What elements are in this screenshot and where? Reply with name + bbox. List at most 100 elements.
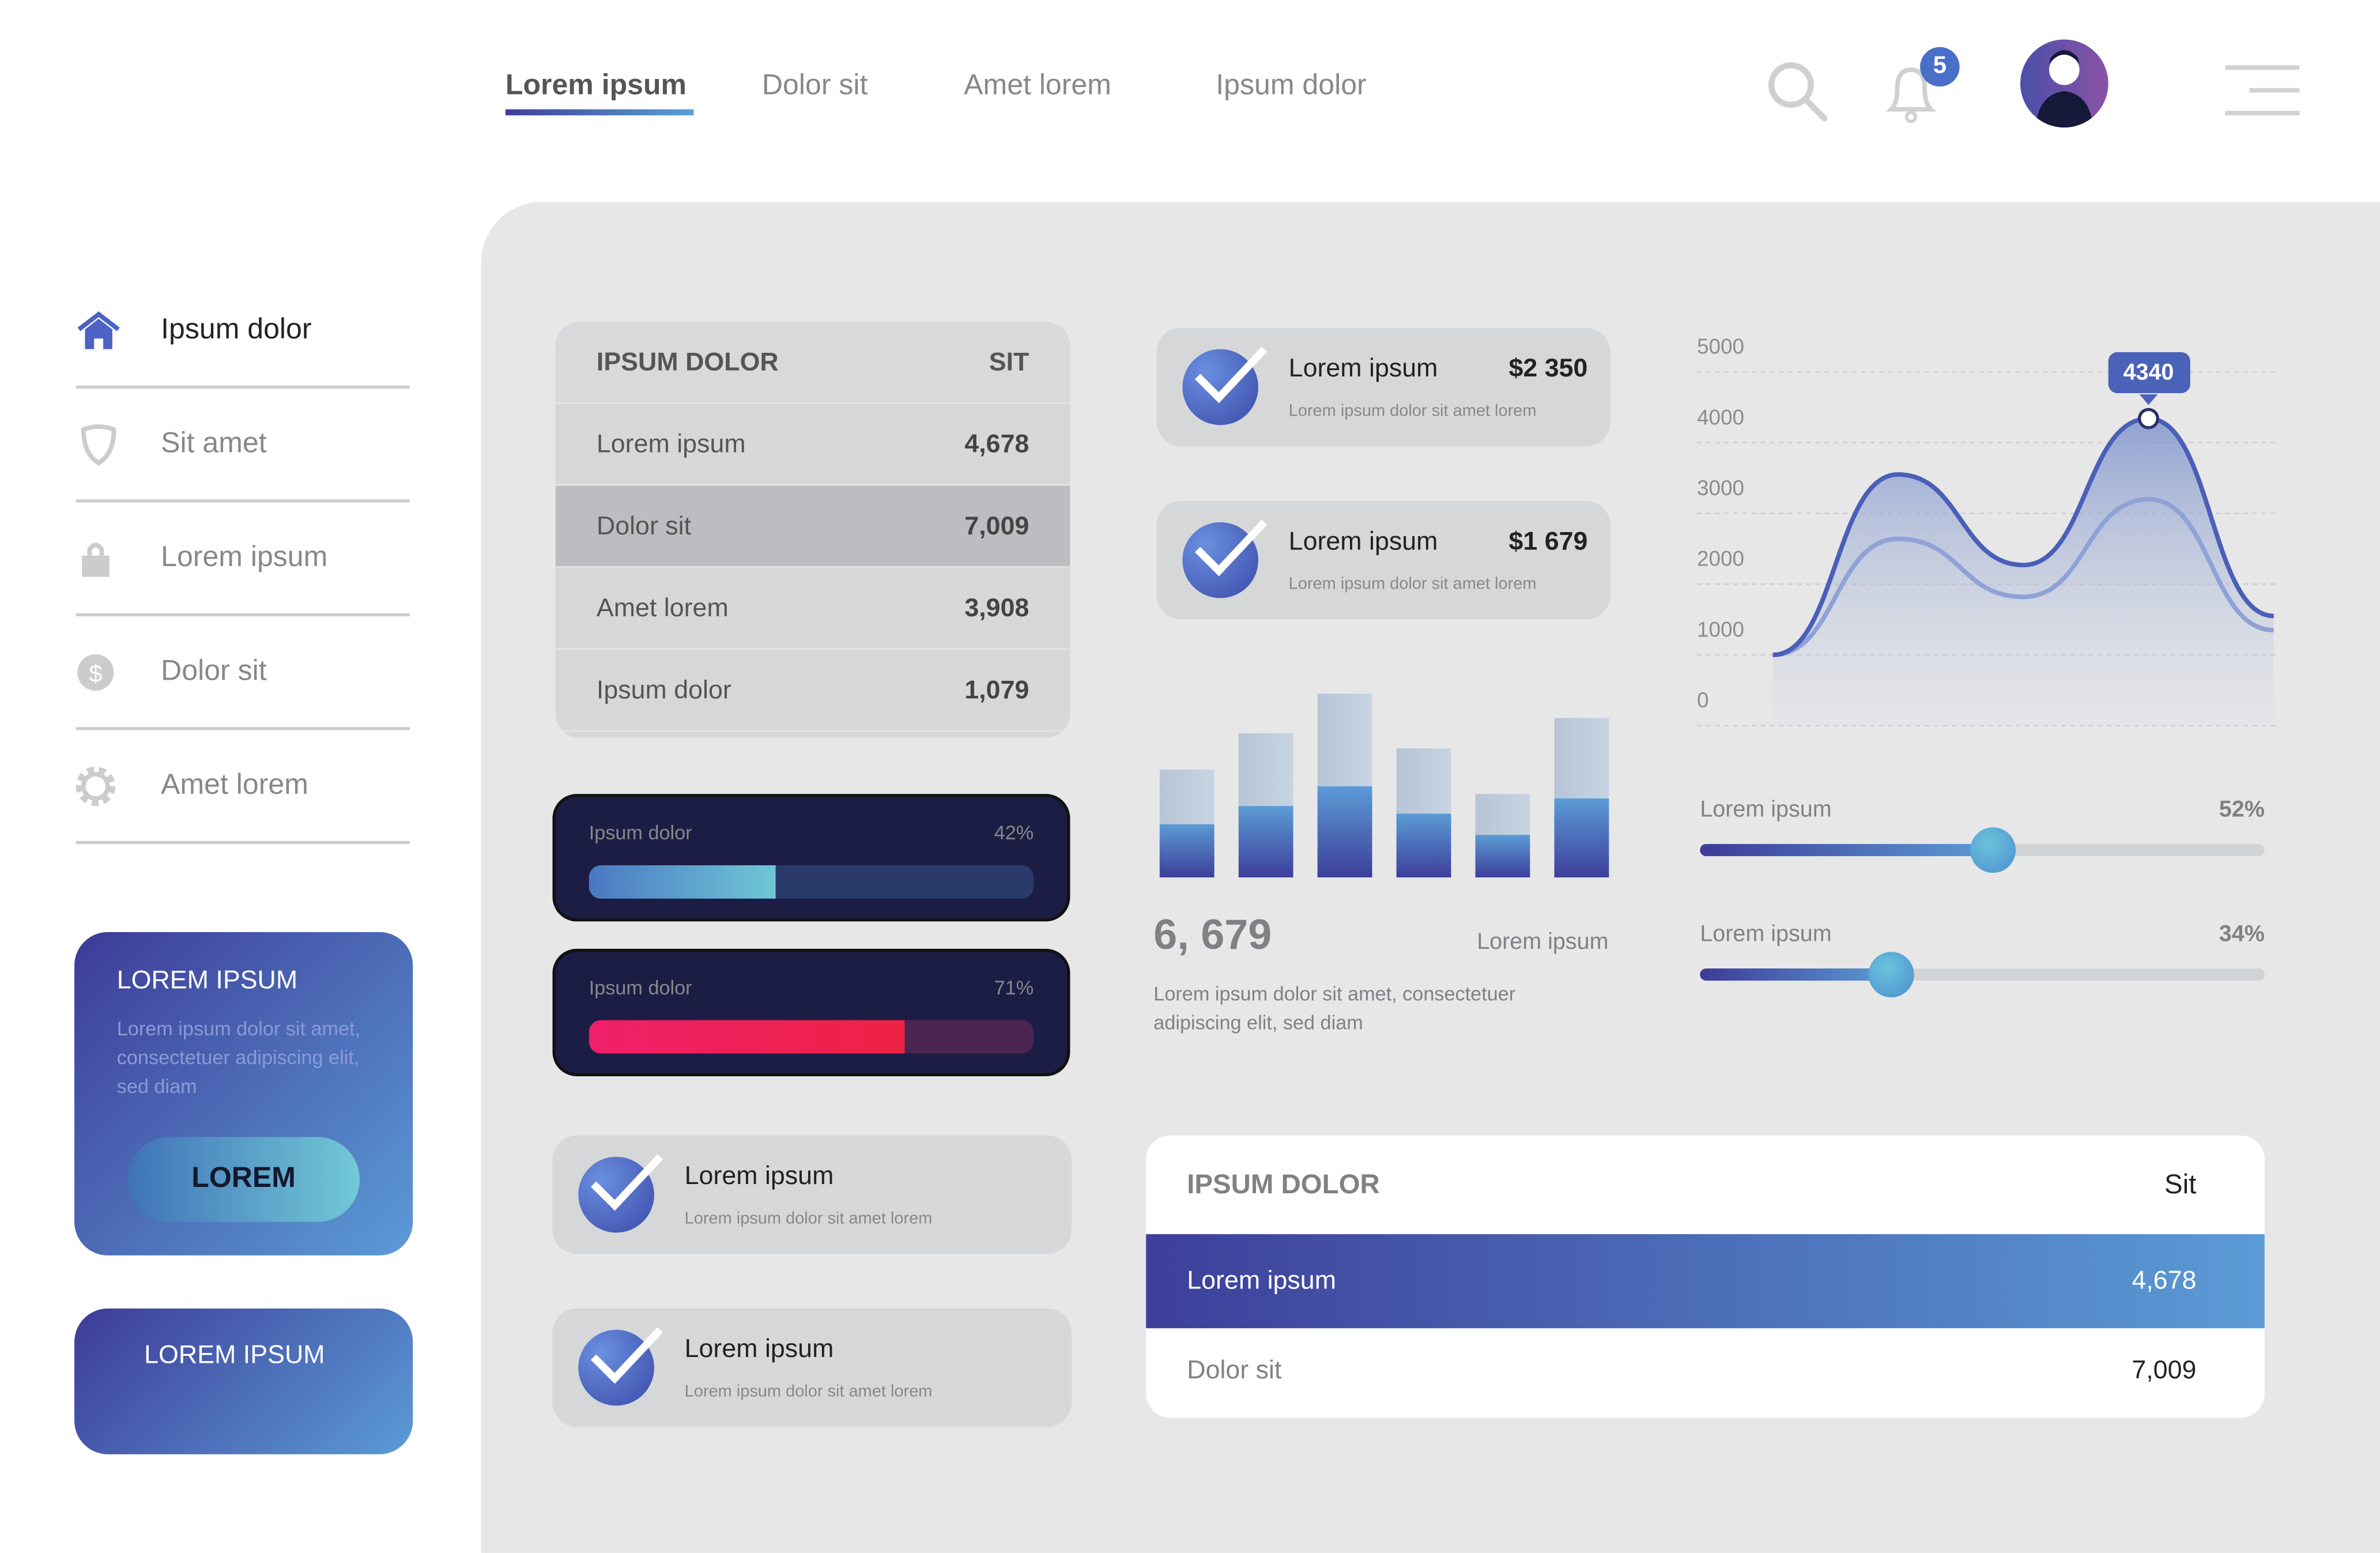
- sidebar-item-sit-amet[interactable]: Sit amet: [76, 389, 410, 503]
- area-chart: 5000 4000 3000 2000 1000 0: [1697, 335, 2277, 727]
- table-header: IPSUM DOLOR Sit: [1146, 1136, 2265, 1234]
- slider-label: Lorem ipsum: [1700, 797, 1832, 823]
- slider[interactable]: Lorem ipsum 52%: [1700, 797, 2265, 873]
- promo-card-2[interactable]: LOREM IPSUM: [74, 1308, 413, 1454]
- card-subtitle: Lorem ipsum dolor sit amet lorem: [684, 1209, 933, 1228]
- table-row[interactable]: Amet lorem 3,908: [555, 568, 1070, 650]
- bar-value: [1554, 798, 1609, 878]
- sidebar-item-label: Dolor sit: [161, 655, 267, 687]
- check-card[interactable]: Lorem ipsum Lorem ipsum dolor sit amet lo…: [552, 1135, 1072, 1254]
- bell-icon[interactable]: [1882, 58, 1943, 127]
- sidebar-item-ipsum-dolor[interactable]: Ipsum dolor: [76, 275, 410, 389]
- bar-value: [1159, 824, 1214, 878]
- progress-bar: [589, 1020, 1034, 1054]
- sidebar-item-lorem-ipsum[interactable]: Lorem ipsum: [76, 503, 410, 617]
- menu-icon[interactable]: [2225, 65, 2300, 116]
- cell: 7,009: [964, 511, 1029, 540]
- active-tab-indicator: [505, 109, 694, 116]
- tooltip-pointer: [2139, 394, 2158, 405]
- tab-lorem-ipsum[interactable]: Lorem ipsum: [505, 70, 687, 102]
- bar-value: [1396, 813, 1451, 878]
- tab-ipsum-dolor[interactable]: Ipsum dolor: [1216, 70, 1367, 102]
- tab-dolor-sit[interactable]: Dolor sit: [761, 70, 868, 102]
- sidebar-item-dolor-sit[interactable]: $ Dolor sit: [76, 616, 410, 730]
- card-subtitle: Lorem ipsum dolor sit amet lorem: [1288, 575, 1537, 594]
- lock-icon: [82, 542, 110, 576]
- area-fill: [1772, 419, 2274, 726]
- progress-fill: [589, 1020, 905, 1054]
- promo-title: LOREM IPSUM: [144, 1340, 325, 1370]
- y-tick-label: 1000: [1697, 617, 1744, 641]
- cell: Lorem ipsum: [1187, 1266, 1337, 1295]
- cell: 4,678: [964, 428, 1029, 458]
- card-subtitle: Lorem ipsum dolor sit amet lorem: [1288, 402, 1537, 421]
- check-card[interactable]: Lorem ipsum Lorem ipsum dolor sit amet lo…: [552, 1308, 1072, 1427]
- progress-label: Ipsum dolor: [589, 976, 692, 999]
- check-card[interactable]: Lorem ipsum $2 350 Lorem ipsum dolor sit a…: [1156, 327, 1610, 447]
- y-tick-label: 2000: [1697, 547, 1744, 571]
- promo-text: Lorem ipsum dolor sit amet, consectetuer…: [116, 1017, 361, 1098]
- table-row[interactable]: Lorem ipsum 4,678: [555, 404, 1070, 486]
- y-tick-label: 0: [1697, 688, 1709, 712]
- header-cell: IPSUM DOLOR: [1187, 1168, 1380, 1200]
- cell: 1,079: [964, 674, 1029, 704]
- series-line-primary: [1772, 416, 2274, 657]
- sidebar-item-label: Lorem ipsum: [161, 541, 328, 574]
- card-title: Lorem ipsum: [1288, 526, 1438, 556]
- chart-tooltip: 4340: [2107, 352, 2190, 393]
- check-icon: [1182, 346, 1268, 425]
- sidebar-item-amet-lorem[interactable]: Amet lorem: [76, 730, 410, 845]
- table-header: IPSUM DOLOR SIT: [555, 322, 1070, 404]
- progress-bar: [589, 865, 1034, 899]
- shield-icon: [81, 423, 116, 465]
- table-row[interactable]: Dolor sit 7,009: [1146, 1328, 2265, 1412]
- slider-value: 52%: [2219, 797, 2265, 823]
- check-card[interactable]: Lorem ipsum $1 679 Lorem ipsum dolor sit a…: [1156, 500, 1610, 620]
- tab-amet-lorem[interactable]: Amet lorem: [964, 70, 1111, 102]
- bar-value: [1238, 806, 1293, 878]
- notification-badge: 5: [1920, 47, 1960, 87]
- header-cell: SIT: [989, 346, 1029, 376]
- card-amount: $1 679: [1508, 526, 1588, 556]
- table-row[interactable]: Ipsum dolor 1,079: [555, 650, 1070, 732]
- promo-title: LOREM IPSUM: [116, 965, 298, 994]
- cell: 7,009: [2132, 1355, 2197, 1384]
- cell: 3,908: [964, 593, 1029, 622]
- card-title: Lorem ipsum: [684, 1334, 834, 1363]
- promo-button[interactable]: LOREM: [127, 1137, 360, 1222]
- data-point-marker[interactable]: [2138, 408, 2159, 429]
- bar-value: [1475, 835, 1530, 878]
- header-cell: Sit: [2164, 1168, 2197, 1200]
- progress-label: Ipsum dolor: [589, 821, 692, 845]
- sidebar-item-label: Amet lorem: [161, 768, 308, 801]
- cell: Ipsum dolor: [596, 674, 731, 704]
- progress-card: Ipsum dolor 42%: [552, 794, 1070, 922]
- slider[interactable]: Lorem ipsum 34%: [1700, 921, 2265, 998]
- search-icon[interactable]: [1764, 58, 1831, 125]
- header-cell: IPSUM DOLOR: [596, 346, 779, 376]
- bar-chart: [1159, 693, 1609, 878]
- avatar[interactable]: [2020, 39, 2109, 128]
- gear-icon: [76, 766, 116, 805]
- summary-table: IPSUM DOLOR Sit Lorem ipsum 4,678 Dolor si…: [1146, 1135, 2265, 1418]
- table-row[interactable]: Lorem ipsum 4,678: [1146, 1234, 2265, 1329]
- table-row[interactable]: Dolor sit 7,009: [555, 485, 1070, 568]
- home-icon: [77, 310, 120, 349]
- progress-card: Ipsum dolor 71%: [552, 948, 1070, 1077]
- svg-text:$: $: [89, 659, 102, 686]
- slider-handle[interactable]: [1971, 827, 2017, 873]
- series-line-secondary: [1772, 497, 2274, 657]
- check-icon: [1182, 519, 1268, 598]
- cell: Lorem ipsum: [596, 428, 746, 458]
- card-title: Lorem ipsum: [684, 1161, 834, 1190]
- progress-value: 42%: [994, 821, 1034, 845]
- slider-label: Lorem ipsum: [1700, 921, 1832, 948]
- card-title: Lorem ipsum: [1288, 353, 1438, 383]
- user-icon: [2035, 50, 2094, 128]
- y-tick-label: 3000: [1697, 476, 1744, 500]
- cell: 4,678: [2132, 1266, 2197, 1295]
- promo-card: LOREM IPSUM Lorem ipsum dolor sit amet, …: [74, 932, 413, 1256]
- check-icon: [578, 1154, 663, 1233]
- slider-handle[interactable]: [1869, 952, 1915, 998]
- progress-fill: [589, 865, 776, 899]
